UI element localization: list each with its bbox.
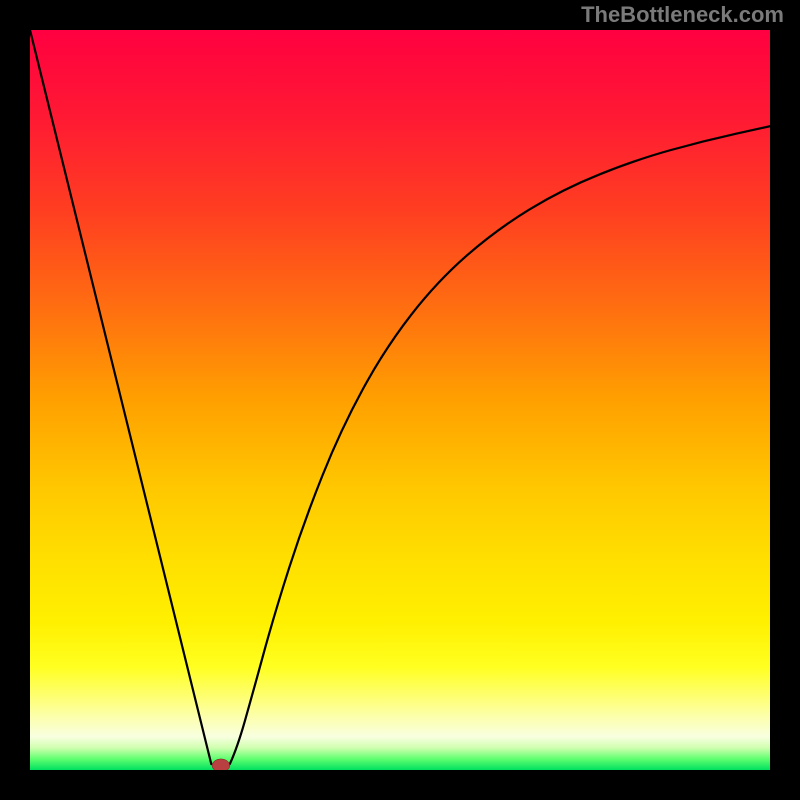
chart-container: TheBottleneck.com [0, 0, 800, 800]
chart-svg [30, 30, 770, 770]
plot-area [30, 30, 770, 770]
optimal-point-marker [212, 759, 230, 770]
watermark-label: TheBottleneck.com [581, 2, 784, 28]
gradient-background [30, 30, 770, 770]
